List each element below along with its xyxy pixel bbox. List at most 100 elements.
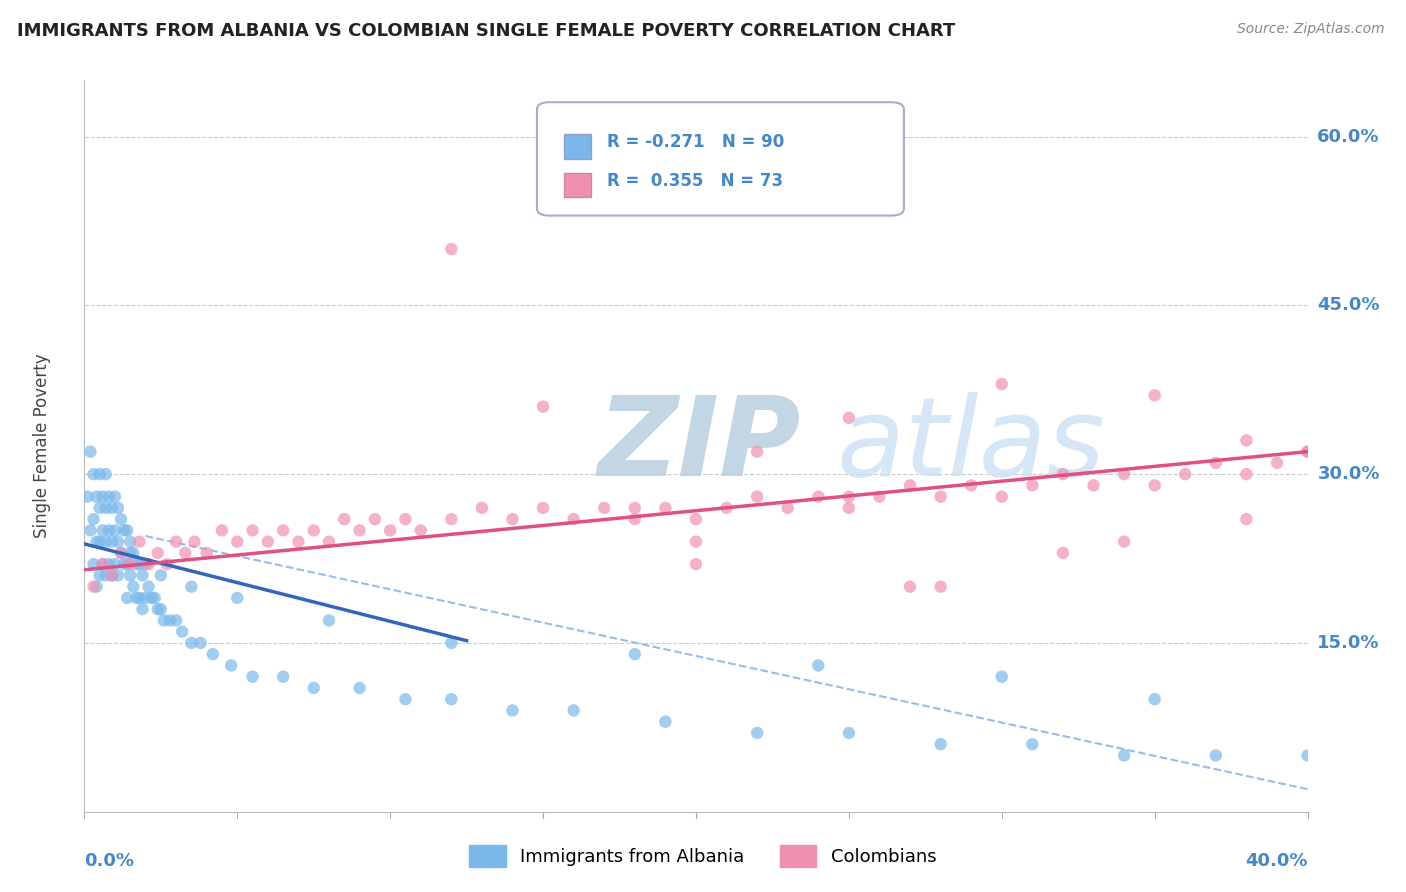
- Point: [1052, 546, 1074, 560]
- Point: [1205, 456, 1227, 470]
- Point: [333, 512, 356, 526]
- Text: 0.0%: 0.0%: [84, 852, 135, 870]
- Point: [440, 692, 463, 706]
- Point: [79, 524, 101, 538]
- Point: [104, 524, 127, 538]
- Point: [991, 377, 1014, 392]
- Text: IMMIGRANTS FROM ALBANIA VS COLOMBIAN SINGLE FEMALE POVERTY CORRELATION CHART: IMMIGRANTS FROM ALBANIA VS COLOMBIAN SIN…: [17, 22, 955, 40]
- Point: [562, 703, 585, 717]
- Point: [685, 512, 707, 526]
- Point: [318, 614, 340, 628]
- Point: [89, 568, 111, 582]
- Point: [91, 557, 114, 571]
- Point: [104, 557, 127, 571]
- Point: [128, 557, 150, 571]
- Legend: Immigrants from Albania, Colombians: Immigrants from Albania, Colombians: [463, 838, 943, 874]
- Point: [83, 467, 105, 482]
- Point: [898, 478, 921, 492]
- Point: [869, 490, 891, 504]
- Point: [531, 400, 554, 414]
- Point: [685, 534, 707, 549]
- Point: [471, 500, 494, 515]
- Point: [159, 614, 181, 628]
- Point: [302, 681, 325, 695]
- Point: [531, 500, 554, 515]
- Point: [110, 546, 132, 560]
- Point: [104, 490, 127, 504]
- Point: [89, 500, 111, 515]
- Point: [97, 490, 120, 504]
- Point: [83, 512, 105, 526]
- Text: Source: ZipAtlas.com: Source: ZipAtlas.com: [1237, 22, 1385, 37]
- Point: [502, 703, 524, 717]
- Point: [83, 580, 105, 594]
- Text: 45.0%: 45.0%: [1317, 296, 1379, 314]
- Point: [141, 591, 163, 605]
- Point: [94, 534, 117, 549]
- Point: [91, 524, 114, 538]
- Point: [211, 524, 233, 538]
- Point: [101, 534, 124, 549]
- Point: [1143, 478, 1166, 492]
- Point: [929, 490, 952, 504]
- Point: [1021, 478, 1043, 492]
- Point: [1296, 444, 1319, 458]
- Point: [112, 524, 135, 538]
- Point: [149, 568, 172, 582]
- Point: [838, 490, 860, 504]
- Point: [135, 557, 157, 571]
- Point: [1296, 748, 1319, 763]
- Point: [107, 534, 129, 549]
- Point: [1236, 467, 1258, 482]
- Point: [120, 546, 142, 560]
- Point: [219, 658, 242, 673]
- Point: [364, 512, 387, 526]
- Point: [776, 500, 799, 515]
- Point: [394, 512, 416, 526]
- Point: [898, 580, 921, 594]
- Point: [120, 534, 142, 549]
- Point: [107, 500, 129, 515]
- Point: [271, 670, 294, 684]
- Point: [502, 512, 524, 526]
- Point: [1174, 467, 1197, 482]
- Text: 40.0%: 40.0%: [1246, 852, 1308, 870]
- Point: [409, 524, 432, 538]
- Point: [929, 580, 952, 594]
- Point: [97, 524, 120, 538]
- Point: [125, 557, 148, 571]
- Point: [654, 500, 676, 515]
- Point: [394, 692, 416, 706]
- Point: [131, 568, 153, 582]
- Point: [624, 512, 647, 526]
- Point: [1083, 478, 1105, 492]
- Point: [89, 467, 111, 482]
- Point: [624, 500, 647, 515]
- Point: [349, 524, 371, 538]
- Point: [94, 568, 117, 582]
- Point: [838, 500, 860, 515]
- Point: [183, 534, 205, 549]
- Point: [86, 580, 108, 594]
- Point: [226, 534, 249, 549]
- Point: [128, 591, 150, 605]
- FancyBboxPatch shape: [564, 173, 591, 197]
- Point: [174, 546, 197, 560]
- Point: [91, 557, 114, 571]
- Text: atlas: atlas: [837, 392, 1105, 500]
- Point: [716, 500, 738, 515]
- Point: [1052, 467, 1074, 482]
- Point: [153, 614, 176, 628]
- Point: [242, 670, 264, 684]
- Point: [91, 490, 114, 504]
- Point: [195, 546, 218, 560]
- Point: [1143, 388, 1166, 402]
- Point: [271, 524, 294, 538]
- Point: [1114, 534, 1136, 549]
- Text: 15.0%: 15.0%: [1317, 634, 1379, 652]
- Point: [101, 568, 124, 582]
- Point: [101, 568, 124, 582]
- Text: Single Female Poverty: Single Female Poverty: [32, 354, 51, 538]
- Point: [1021, 737, 1043, 751]
- Point: [807, 490, 830, 504]
